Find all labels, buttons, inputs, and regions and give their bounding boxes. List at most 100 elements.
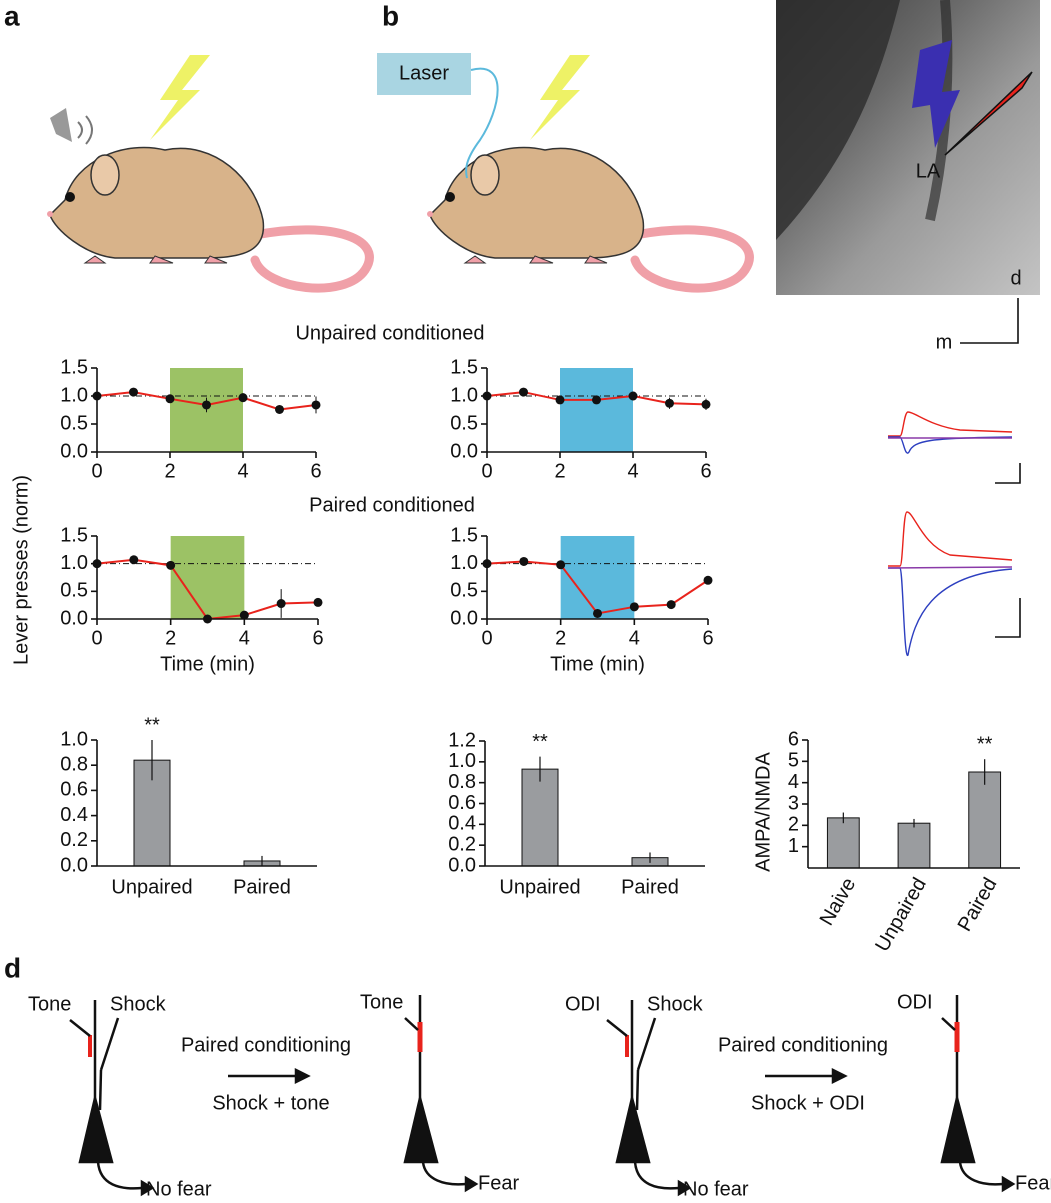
mouse-illustration-b: Laser — [377, 53, 749, 288]
section-title: Paired conditioned — [309, 494, 475, 516]
significance: ** — [977, 733, 993, 755]
data-point — [165, 394, 175, 404]
y-tick-label: 1 — [788, 835, 799, 857]
x-tick-label: 2 — [164, 460, 175, 482]
data-point — [629, 602, 639, 612]
y-tick-label: 1.5 — [60, 356, 88, 378]
data-point — [313, 597, 323, 607]
y-tick-label: 1.5 — [450, 356, 478, 378]
input-label: Tone — [28, 993, 71, 1015]
x-tick-label: 2 — [165, 627, 176, 649]
outcome-label: No fear — [146, 1178, 212, 1200]
y-tick-label: 1.0 — [450, 384, 478, 406]
stimulus-shade — [170, 536, 245, 619]
brain-slice: LA d m — [776, 0, 1040, 353]
x-tick-label: 2 — [554, 460, 565, 482]
y-tick-label: 1.5 — [60, 524, 88, 546]
x-tick-label: Paired — [954, 874, 1002, 935]
bar — [968, 771, 1002, 869]
outcome-label: No fear — [683, 1178, 749, 1200]
y-tick-label: 0.8 — [448, 771, 476, 793]
bar — [826, 817, 860, 869]
x-tick-label: 0 — [481, 460, 492, 482]
y-tick-label: 0.5 — [450, 412, 478, 434]
y-tick-label: 0.5 — [450, 580, 478, 602]
x-tick-label: 6 — [312, 627, 323, 649]
data-point — [593, 608, 602, 618]
data-point — [666, 600, 676, 610]
y-tick-label: 0.4 — [448, 813, 476, 835]
panel-label: a — [4, 0, 20, 31]
outcome-label: Fear — [1015, 1172, 1051, 1194]
x-tick-label: 6 — [310, 460, 321, 482]
data-point — [239, 610, 249, 620]
laser-box — [377, 53, 471, 95]
data-point — [519, 387, 528, 397]
data-point — [703, 575, 713, 585]
axis-dorsal: d — [1010, 267, 1021, 289]
y-tick-label: 1.0 — [448, 750, 476, 772]
y-tick-label: 6 — [788, 728, 799, 750]
significance: ** — [532, 731, 548, 753]
y-tick-label: 1.0 — [450, 552, 478, 574]
y-tick-label: 0.5 — [60, 412, 88, 434]
axis-medial: m — [936, 331, 953, 353]
shared-y-label: Lever presses (norm) — [10, 475, 32, 665]
x-tick-label: 0 — [91, 460, 102, 482]
data-point — [238, 393, 248, 403]
x-tick-label: 2 — [555, 627, 566, 649]
x-tick-label: Unpaired — [871, 874, 931, 955]
data-point — [166, 560, 176, 570]
data-point — [275, 404, 284, 414]
data-point — [311, 400, 321, 410]
diagram-shapes — [69, 995, 1013, 1194]
x-tick-label: Paired — [621, 876, 679, 898]
arrow-top-label: Paired conditioning — [181, 1034, 351, 1056]
y-tick-label: 1.0 — [60, 728, 88, 750]
input-label: Tone — [360, 991, 403, 1013]
y-tick-label: 0.0 — [450, 607, 478, 629]
y-tick-label: 0.2 — [448, 833, 476, 855]
arrow-bottom-label: Shock + tone — [212, 1092, 329, 1114]
x-tick-label: 6 — [702, 627, 713, 649]
input-label: ODI — [565, 993, 601, 1015]
data-point — [129, 555, 139, 565]
y-tick-label: 4 — [788, 771, 799, 793]
y-tick-label: 3 — [788, 792, 799, 814]
mouse-illustration-a — [47, 55, 369, 288]
input-label: ODI — [897, 991, 933, 1013]
x-tick-label: 0 — [91, 627, 102, 649]
shock-label: Shock — [647, 993, 704, 1015]
current-traces — [887, 411, 1021, 656]
y-tick-label: 0.2 — [60, 829, 88, 851]
y-tick-label: 1.2 — [448, 729, 476, 751]
x-tick-label: 4 — [239, 627, 250, 649]
significance: ** — [144, 714, 160, 736]
y-tick-label: 0.0 — [60, 440, 88, 462]
arrow-bottom-label: Shock + ODI — [751, 1092, 865, 1114]
y-tick-label: 0.4 — [60, 804, 88, 826]
data-point — [129, 387, 138, 397]
y-tick-label: 0.0 — [450, 440, 478, 462]
x-tick-label: Paired — [233, 876, 291, 898]
data-point — [519, 556, 529, 566]
y-tick-label: 0.6 — [448, 792, 476, 814]
x-axis-label: Time (min) — [160, 653, 255, 675]
x-tick-label: 4 — [627, 460, 638, 482]
stimulus-shade — [560, 368, 633, 452]
arrow-top-label: Paired conditioning — [718, 1034, 888, 1056]
panel-label: d — [4, 952, 21, 983]
outcome-label: Fear — [478, 1172, 519, 1194]
y-tick-label: 1.0 — [60, 552, 88, 574]
x-tick-label: Unpaired — [499, 876, 580, 898]
x-tick-label: Naive — [816, 874, 861, 929]
data-point — [701, 399, 711, 409]
data-point — [592, 395, 601, 405]
y-axis-label: AMPA/NMDA — [752, 752, 774, 872]
y-tick-label: 0.8 — [60, 753, 88, 775]
y-tick-label: 1.0 — [60, 384, 88, 406]
y-tick-label: 0.6 — [60, 779, 88, 801]
laser-label: Laser — [399, 62, 449, 84]
y-tick-label: 1.5 — [450, 524, 478, 546]
data-point — [276, 599, 286, 609]
